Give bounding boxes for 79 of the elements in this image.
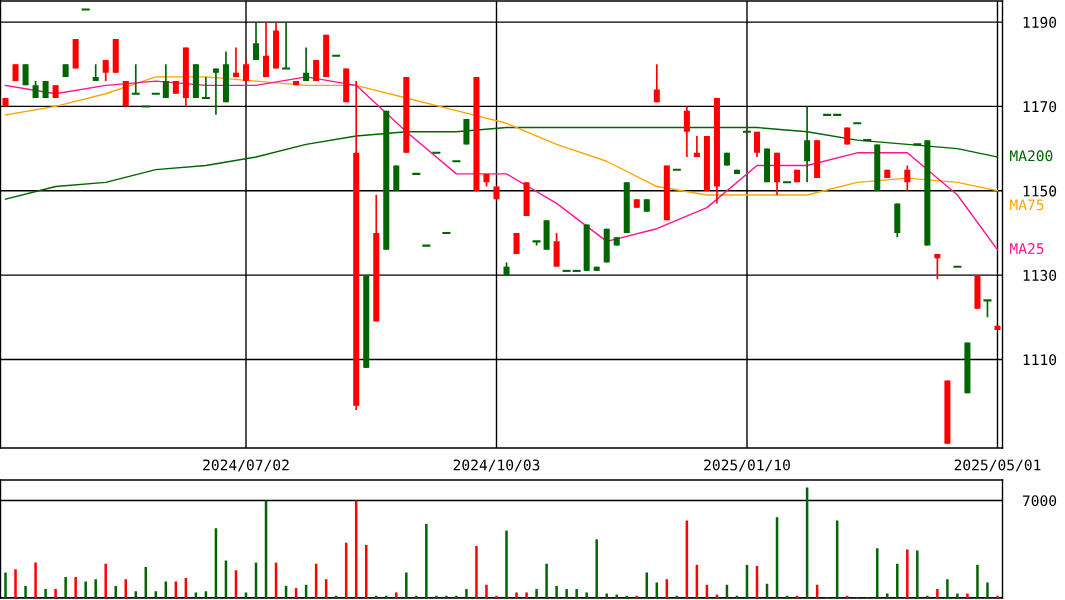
bar <box>495 595 498 598</box>
bar <box>405 572 408 598</box>
bar <box>565 589 568 598</box>
bar <box>74 576 77 598</box>
bar <box>896 563 899 598</box>
bar <box>535 589 538 598</box>
bar <box>124 579 127 598</box>
bar <box>435 595 438 598</box>
candlestick <box>212 67 219 116</box>
bar <box>575 589 578 598</box>
bar <box>986 582 989 598</box>
bar <box>886 593 889 598</box>
y-tick-label: 1110 <box>1023 354 1057 366</box>
bar <box>876 548 879 598</box>
candlestick <box>232 46 239 78</box>
candlestick <box>102 59 109 82</box>
bar <box>976 564 979 598</box>
bar <box>425 523 428 598</box>
x-tick-label: 2025/05/01 <box>954 459 1041 472</box>
bar <box>465 589 468 598</box>
series-label: MA75 <box>1010 199 1044 211</box>
bar <box>44 589 47 598</box>
candlestick <box>253 21 260 61</box>
bar <box>615 594 618 598</box>
y-tick-label: 1150 <box>1023 185 1057 197</box>
candlestick <box>904 164 911 192</box>
bar <box>445 595 448 598</box>
candlestick <box>263 21 270 78</box>
bar <box>485 584 488 598</box>
candlestick <box>653 63 660 104</box>
y-tick-label: 1190 <box>1023 16 1057 28</box>
bar <box>515 592 518 598</box>
bar <box>926 595 929 598</box>
bar <box>936 589 939 598</box>
bar <box>525 592 528 598</box>
bar <box>395 592 398 598</box>
bar <box>595 539 598 598</box>
bar <box>625 595 628 598</box>
bar <box>475 546 478 598</box>
bar <box>94 579 97 598</box>
line-series <box>4 76 999 196</box>
bar <box>385 595 388 598</box>
x-tick-label: 2024/07/02 <box>203 459 289 472</box>
candlestick <box>754 130 761 158</box>
bar <box>505 530 508 598</box>
bar <box>24 585 27 598</box>
bar <box>114 585 117 598</box>
x-tick-label: 2024/10/03 <box>453 459 540 472</box>
candlestick <box>683 105 690 158</box>
x-tick-label: 2025/01/10 <box>704 459 790 472</box>
bar <box>956 593 959 598</box>
bar <box>906 549 909 598</box>
bar <box>375 595 378 598</box>
bar <box>104 563 107 598</box>
bar <box>555 585 558 598</box>
bar <box>916 550 919 598</box>
bar <box>996 595 999 598</box>
series-label: MA25 <box>1010 243 1044 255</box>
candlestick <box>934 253 941 281</box>
bar <box>946 579 949 598</box>
candlestick <box>162 63 169 99</box>
y-tick-label: 7000 <box>1022 495 1057 507</box>
bar <box>64 576 67 598</box>
bar <box>605 593 608 598</box>
bar <box>415 595 418 598</box>
bar <box>4 572 7 598</box>
y-tick-label: 1130 <box>1023 269 1057 281</box>
series-label: MA200 <box>1010 150 1053 162</box>
candlestick <box>92 63 99 82</box>
bar <box>966 593 969 598</box>
candlestick <box>303 46 310 82</box>
bar <box>84 581 87 598</box>
bar <box>455 595 458 598</box>
bar <box>54 589 57 598</box>
bar <box>34 562 37 598</box>
bar <box>14 569 17 598</box>
bar <box>545 563 548 598</box>
y-tick-label: 1170 <box>1023 101 1057 113</box>
bar <box>585 592 588 598</box>
